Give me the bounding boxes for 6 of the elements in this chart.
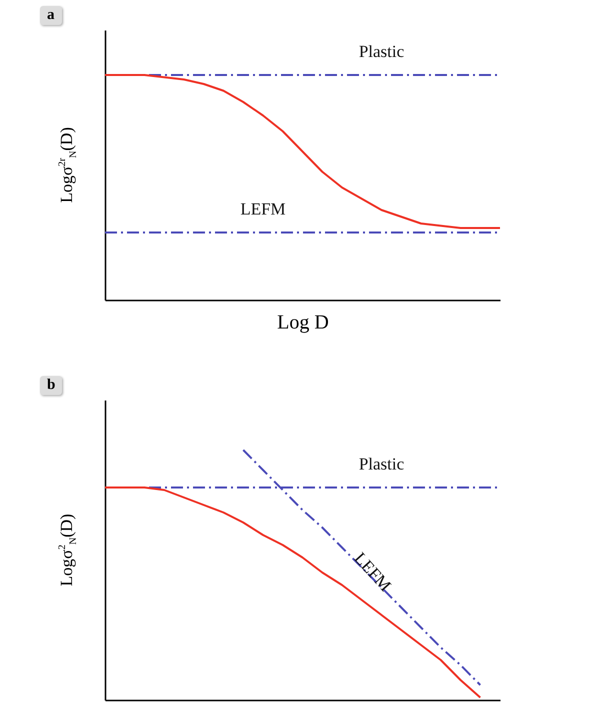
chart-title: a	[40, 6, 62, 25]
series-label: LEFM	[240, 200, 286, 218]
chart-title: b	[40, 376, 62, 395]
x-axis-title: Log D	[277, 312, 329, 334]
series-label: Plastic	[358, 42, 405, 61]
series-label: Plastic	[358, 454, 405, 474]
